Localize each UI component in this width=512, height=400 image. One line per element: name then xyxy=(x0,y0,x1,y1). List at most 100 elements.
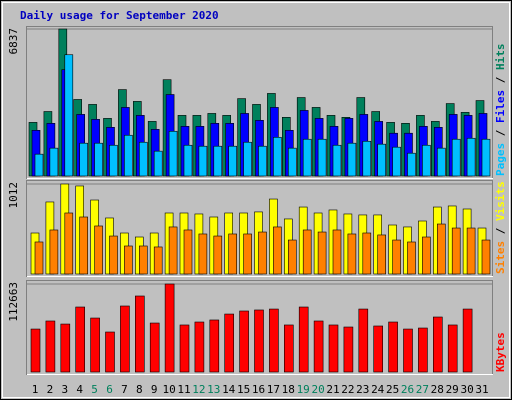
x-tick-label: 30 xyxy=(460,383,473,396)
bar xyxy=(332,144,342,177)
bar xyxy=(403,328,413,373)
bar xyxy=(436,147,446,177)
bar xyxy=(64,54,74,177)
legend: Pages / Files / Hits xyxy=(494,44,507,177)
bar xyxy=(79,216,88,275)
bar xyxy=(228,145,237,177)
bar xyxy=(332,229,342,275)
bar xyxy=(377,143,387,177)
bar xyxy=(34,241,44,275)
x-tick-label: 24 xyxy=(371,383,385,396)
bar xyxy=(466,227,476,275)
x-tick-label: 15 xyxy=(237,383,250,396)
x-tick-label: 8 xyxy=(136,383,143,396)
x-tick-label: 14 xyxy=(222,383,236,396)
bar xyxy=(30,328,41,373)
bar xyxy=(224,313,234,373)
bar xyxy=(462,308,473,373)
x-tick-label: 2 xyxy=(47,383,54,396)
legend-separator: / xyxy=(494,70,507,90)
bar xyxy=(343,326,354,373)
bar xyxy=(422,236,431,275)
x-tick-label: 7 xyxy=(121,383,128,396)
legend-entry: Visits xyxy=(494,181,507,221)
bar xyxy=(432,316,443,373)
bar xyxy=(135,295,145,373)
bar xyxy=(60,323,71,373)
bar xyxy=(302,229,312,275)
x-tick-label: 10 xyxy=(162,383,175,396)
bar xyxy=(239,310,249,373)
bar xyxy=(183,229,193,275)
x-tick-label: 26 xyxy=(401,383,414,396)
bar xyxy=(198,233,208,275)
x-tick-label: 9 xyxy=(151,383,158,396)
bar xyxy=(213,235,223,275)
x-tick-label: 19 xyxy=(297,383,310,396)
x-tick-label: 25 xyxy=(386,383,399,396)
bar xyxy=(362,140,372,177)
bar xyxy=(105,331,115,373)
bar xyxy=(254,309,264,373)
bar xyxy=(273,226,282,275)
bar xyxy=(124,245,133,275)
x-tick-label: 13 xyxy=(207,383,220,396)
bar xyxy=(313,320,324,373)
x-tick-label: 3 xyxy=(61,383,68,396)
bar xyxy=(422,144,431,177)
bar xyxy=(328,324,339,373)
bar xyxy=(466,137,476,177)
bar xyxy=(358,308,369,373)
legend: KBytes xyxy=(494,332,507,372)
bar xyxy=(258,231,267,275)
bar xyxy=(243,233,252,275)
bar xyxy=(273,136,282,177)
x-tick-label: 1 xyxy=(32,383,39,396)
bar xyxy=(34,153,44,177)
bar xyxy=(302,138,312,177)
legend-separator: / xyxy=(494,123,507,143)
bar xyxy=(164,283,175,373)
bar xyxy=(407,152,416,177)
legend-entry: Files xyxy=(494,90,507,123)
bar xyxy=(407,241,416,275)
bar xyxy=(317,231,327,275)
bar xyxy=(153,150,163,177)
bar xyxy=(209,319,220,373)
bar xyxy=(243,141,252,177)
bar xyxy=(194,321,205,373)
legend: Sites / Visits xyxy=(494,181,507,274)
x-tick-label: 28 xyxy=(431,383,444,396)
bar xyxy=(109,235,118,275)
bar xyxy=(198,145,208,177)
bar xyxy=(94,225,103,275)
legend-entry: Hits xyxy=(494,44,507,71)
x-tick-label: 12 xyxy=(192,383,205,396)
bar xyxy=(153,246,163,275)
bar xyxy=(258,145,267,177)
bar xyxy=(362,232,372,275)
x-tick-label: 23 xyxy=(356,383,369,396)
bar xyxy=(347,233,357,275)
bar xyxy=(377,234,387,275)
bar xyxy=(269,308,279,373)
x-tick-label: 20 xyxy=(311,383,324,396)
bar xyxy=(139,141,148,177)
x-tick-label: 5 xyxy=(91,383,98,396)
x-tick-label: 17 xyxy=(267,383,280,396)
x-tick-label: 29 xyxy=(446,383,459,396)
y-tick-label: 6837 xyxy=(7,28,20,55)
bar xyxy=(228,233,237,275)
bar xyxy=(347,142,357,177)
bar xyxy=(392,146,401,177)
bar xyxy=(447,324,458,373)
bar xyxy=(317,138,327,177)
bar xyxy=(49,229,59,275)
bar xyxy=(49,147,59,177)
bar xyxy=(75,306,85,373)
x-tick-label: 16 xyxy=(252,383,265,396)
bar xyxy=(287,147,297,177)
legend-entry: KBytes xyxy=(494,332,507,372)
bar xyxy=(168,130,178,177)
